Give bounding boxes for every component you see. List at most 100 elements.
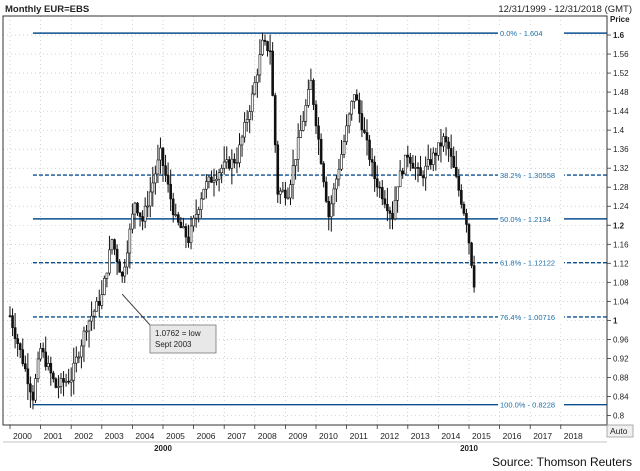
candle-body xyxy=(146,205,149,208)
fib-label-bg xyxy=(498,170,564,180)
candle-body xyxy=(426,159,430,167)
candle-body xyxy=(431,152,435,165)
candle-body xyxy=(419,167,422,177)
candle-body xyxy=(289,184,292,199)
candle-body xyxy=(171,198,175,216)
candle-body xyxy=(62,378,65,383)
fib-level-label: 61.8% - 1.12122 xyxy=(500,259,555,268)
candle-body xyxy=(375,178,379,188)
candle-body xyxy=(143,205,147,222)
candle-body xyxy=(177,214,180,223)
candle-body xyxy=(100,294,104,306)
candle-body xyxy=(169,183,172,200)
candle-body xyxy=(281,189,285,192)
candle-body xyxy=(444,136,448,143)
candle-body xyxy=(151,182,155,193)
candle-body xyxy=(46,363,50,367)
candle-body xyxy=(342,141,346,155)
candle-body xyxy=(472,265,476,288)
candle-body xyxy=(230,158,234,169)
candle-body xyxy=(386,204,389,212)
candle-body xyxy=(256,74,259,83)
candle-body xyxy=(317,125,320,140)
candle-body xyxy=(296,137,300,160)
candle-body xyxy=(414,167,417,169)
candle-body xyxy=(192,217,195,227)
candle-body xyxy=(97,301,101,306)
candle-body xyxy=(189,225,193,243)
candle-body xyxy=(82,330,86,347)
candle-body xyxy=(34,378,37,401)
candle-body xyxy=(248,111,251,120)
candle-body xyxy=(31,391,35,401)
decade-label: 2000 xyxy=(154,444,172,453)
candle-body xyxy=(286,197,290,200)
x-tick-label: 2006 xyxy=(197,431,216,441)
x-tick-label: 2008 xyxy=(258,431,277,441)
candle-body xyxy=(154,173,157,184)
candle-body xyxy=(416,167,420,169)
candle-body xyxy=(8,315,12,317)
y-tick-label: 1.04 xyxy=(613,297,629,306)
fib-level-label: 76.4% - 1.00716 xyxy=(500,313,555,322)
y-tick-label: 1.48 xyxy=(613,88,629,97)
fib-label-bg xyxy=(498,213,564,223)
candle-body xyxy=(29,383,32,393)
candle-body xyxy=(460,189,463,205)
fib-level-label: 50.0% - 1.2134 xyxy=(500,215,551,224)
x-tick-label: 2001 xyxy=(44,431,63,441)
candle-body xyxy=(166,175,170,185)
candle-body xyxy=(59,378,63,387)
x-tick-label: 2011 xyxy=(350,431,369,441)
candle-body xyxy=(271,50,274,96)
candle-body xyxy=(350,101,354,115)
y-tick-label: 1.6 xyxy=(613,31,625,40)
fib-level-label: 100.0% - 0.8228 xyxy=(500,401,555,410)
auto-button[interactable]: Auto xyxy=(606,424,634,438)
candle-body xyxy=(136,202,139,214)
candle-body xyxy=(113,239,116,250)
x-tick-label: 2010 xyxy=(319,431,338,441)
candle-body xyxy=(138,212,142,217)
x-tick-label: 2016 xyxy=(503,431,522,441)
source-credit: Source: Thomson Reuters xyxy=(492,455,632,469)
y-tick-label: 1.16 xyxy=(613,240,629,249)
candle-body xyxy=(409,156,412,164)
candle-body xyxy=(319,138,323,164)
candle-body xyxy=(159,147,162,161)
candle-body xyxy=(284,189,287,199)
candle-body xyxy=(383,198,387,205)
fib-label-bg xyxy=(498,28,564,38)
candle-body xyxy=(87,320,91,332)
candle-body xyxy=(187,236,190,243)
candle-body xyxy=(291,165,295,186)
candle-body xyxy=(345,125,348,142)
candle-body xyxy=(131,213,134,230)
y-tick-label: 1.44 xyxy=(613,107,629,116)
decade-label: 2010 xyxy=(460,444,478,453)
candle-body xyxy=(67,380,70,383)
low-annotation: 1.0762 = low Sept 2003 xyxy=(121,293,217,354)
x-tick-label: 2005 xyxy=(166,431,185,441)
candle-body xyxy=(110,239,114,251)
candle-body xyxy=(388,210,392,214)
candle-body xyxy=(276,144,280,195)
y-tick-label: 0.8 xyxy=(613,411,625,420)
y-tick-label: 1.12 xyxy=(613,259,629,268)
candle-body xyxy=(57,386,60,388)
fib-level-label: 38.2% - 1.30558 xyxy=(500,171,555,180)
x-tick-label: 2012 xyxy=(380,431,399,441)
candle-body xyxy=(141,216,144,222)
candle-body xyxy=(352,94,356,102)
candle-body xyxy=(360,113,364,131)
candle-body xyxy=(398,170,402,188)
candle-body xyxy=(406,154,410,158)
candle-body xyxy=(95,301,98,312)
candle-body xyxy=(118,261,121,273)
annotation-text: 1.0762 = low xyxy=(155,329,201,338)
y-tick-label: 1.28 xyxy=(613,183,629,192)
candle-body xyxy=(202,188,206,200)
candle-body xyxy=(304,105,308,122)
candle-body xyxy=(182,226,185,229)
